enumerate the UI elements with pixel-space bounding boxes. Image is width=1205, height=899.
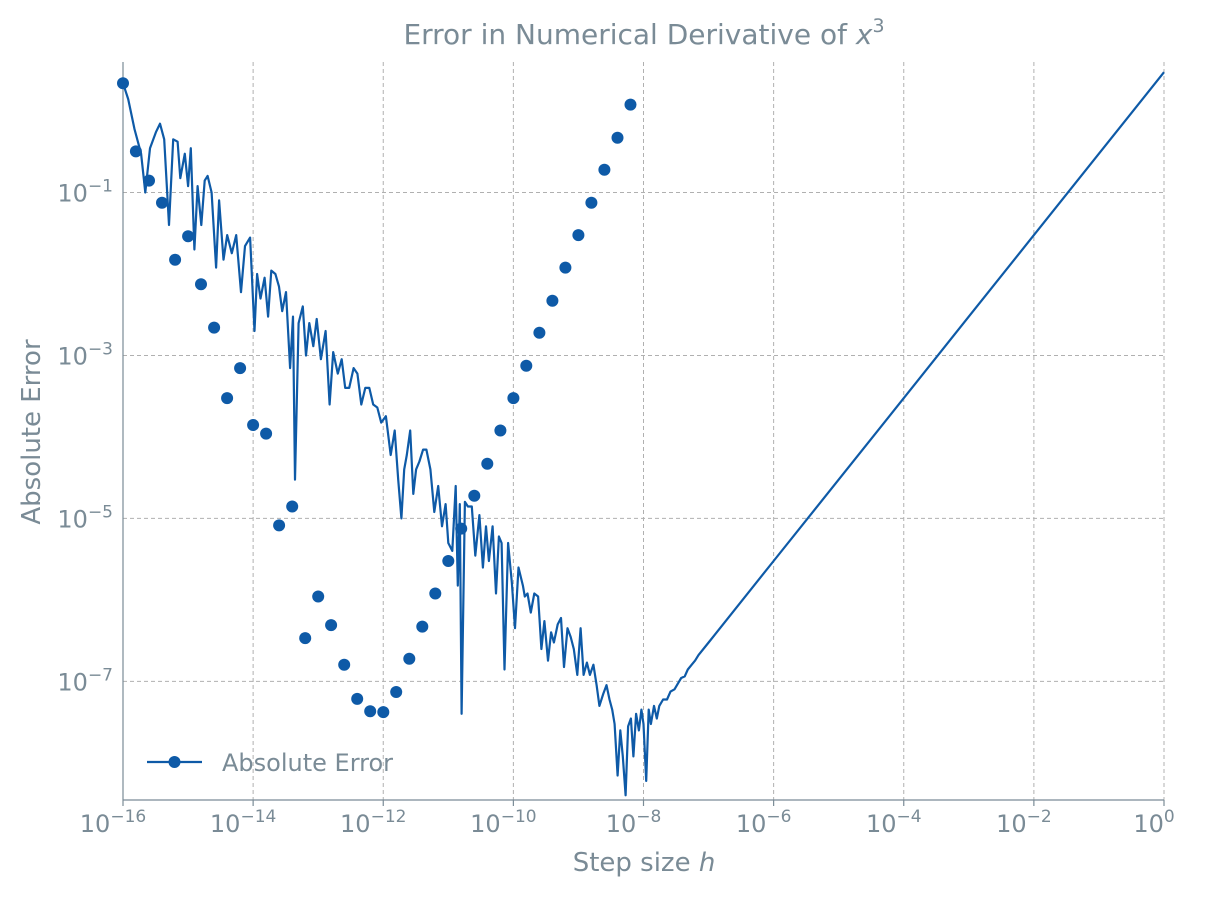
x-tick-label: 10−6 <box>736 807 792 838</box>
data-point-marker <box>129 145 142 158</box>
data-point-marker <box>364 705 377 718</box>
grid-lines <box>122 62 1165 800</box>
legend: Absolute Error <box>147 749 393 777</box>
data-point-marker <box>312 590 325 603</box>
data-point-marker <box>533 326 546 339</box>
series-absolute-error <box>117 71 1165 797</box>
data-point-marker <box>234 362 247 375</box>
data-point-marker <box>221 392 234 405</box>
y-tick-label: 10−7 <box>57 665 113 696</box>
data-point-marker <box>325 619 338 632</box>
series-line <box>121 71 1165 797</box>
data-point-marker <box>429 587 442 600</box>
y-tick-label: 10−3 <box>57 339 113 370</box>
data-point-marker <box>390 686 403 698</box>
data-point-marker <box>208 321 221 334</box>
data-point-marker <box>455 522 468 535</box>
x-axis-label: Step size h <box>573 848 716 878</box>
data-point-marker <box>403 652 416 665</box>
x-tick-label: 10−14 <box>210 807 276 838</box>
x-tick-label: 10−8 <box>606 807 662 838</box>
data-point-marker <box>273 519 286 532</box>
data-point-marker <box>143 174 155 187</box>
y-tick-label: 10−1 <box>57 177 113 208</box>
data-point-marker <box>611 131 624 144</box>
x-tick-label: 10−12 <box>340 807 406 838</box>
data-point-marker <box>468 489 481 502</box>
data-point-marker <box>585 196 598 209</box>
data-point-marker <box>546 294 559 307</box>
data-point-marker <box>169 253 182 266</box>
x-ticks: 10−16 10−14 10−12 10−10 10−8 10−6 10−4 10−2 100 <box>80 800 1175 838</box>
data-point-marker <box>247 419 260 431</box>
data-point-marker <box>351 692 364 705</box>
data-point-marker <box>338 658 351 671</box>
x-tick-label: 100 <box>1133 807 1174 838</box>
y-axis-label: Absolute Error <box>17 339 47 525</box>
x-tick-label: 10−10 <box>470 807 536 838</box>
x-tick-label: 10−2 <box>996 807 1052 838</box>
data-point-marker <box>481 457 494 470</box>
legend-label: Absolute Error <box>222 749 393 777</box>
data-point-marker <box>520 359 533 372</box>
data-point-marker <box>286 500 299 513</box>
x-tick-label: 10−4 <box>866 807 922 838</box>
data-point-marker <box>117 77 129 90</box>
data-point-marker <box>377 706 390 719</box>
chart-title: Error in Numerical Derivative of x3 <box>403 15 884 51</box>
data-point-marker <box>195 278 207 291</box>
legend-marker-swatch <box>168 756 181 768</box>
y-ticks: 10−1 10−3 10−5 10−7 <box>57 177 113 697</box>
data-point-marker <box>260 427 273 440</box>
data-point-marker <box>494 424 507 437</box>
y-tick-label: 10−5 <box>57 502 113 533</box>
data-point-marker <box>182 230 195 243</box>
data-point-marker <box>442 555 455 567</box>
data-point-marker <box>507 392 520 405</box>
data-point-marker <box>416 620 429 633</box>
data-point-marker <box>572 229 585 242</box>
data-point-marker <box>598 163 611 176</box>
data-point-marker <box>624 98 637 111</box>
data-point-marker <box>559 261 572 274</box>
data-point-marker <box>156 196 168 209</box>
axes <box>122 62 1164 801</box>
data-point-marker <box>299 632 312 645</box>
x-tick-label: 10−16 <box>80 807 146 838</box>
